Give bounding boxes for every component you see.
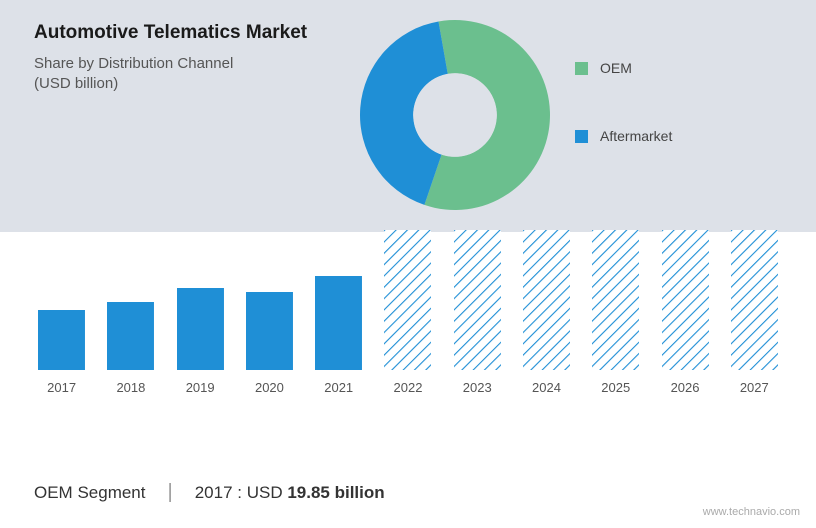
- bar-col: 2019: [173, 230, 228, 395]
- legend-item-oem: OEM: [575, 60, 672, 76]
- bar-forecast: [454, 230, 501, 370]
- bar-year-label: 2020: [255, 380, 284, 395]
- bar-forecast: [662, 230, 709, 370]
- bar-col: 2020: [242, 230, 297, 395]
- footer-year: 2017: [195, 483, 233, 502]
- bar-chart-section: 2017 2018 2019 2020 2021 2022 2023 2024 2025 2026…: [0, 232, 816, 424]
- bar-actual: [246, 292, 293, 370]
- bar-actual: [38, 310, 85, 370]
- legend-label: OEM: [600, 60, 632, 76]
- footer-value: 2017 : USD 19.85 billion: [195, 483, 385, 503]
- donut-chart: [360, 20, 550, 215]
- segment-label: OEM Segment: [34, 483, 146, 503]
- header-text: Automotive Telematics Market Share by Di…: [0, 0, 340, 232]
- bar-forecast: [523, 230, 570, 370]
- subtitle-line2: (USD billion): [34, 75, 118, 92]
- bar-year-label: 2025: [601, 380, 630, 395]
- bar-year-label: 2027: [740, 380, 769, 395]
- footer-divider: |: [168, 481, 173, 504]
- legend-swatch-oem: [575, 62, 588, 75]
- subtitle: Share by Distribution Channel (USD billi…: [34, 54, 340, 95]
- legend-item-aftermarket: Aftermarket: [575, 128, 672, 144]
- bar-forecast: [592, 230, 639, 370]
- bar-year-label: 2026: [671, 380, 700, 395]
- subtitle-line1: Share by Distribution Channel: [34, 55, 233, 72]
- bar-year-label: 2019: [186, 380, 215, 395]
- bar-year-label: 2021: [324, 380, 353, 395]
- bar-col: 2021: [311, 230, 366, 395]
- bar-year-label: 2018: [116, 380, 145, 395]
- bar-col: 2024: [519, 230, 574, 395]
- bar-year-label: 2024: [532, 380, 561, 395]
- footer-prefix: : USD: [237, 483, 287, 502]
- legend-swatch-aftermarket: [575, 130, 588, 143]
- top-section: Automotive Telematics Market Share by Di…: [0, 0, 816, 232]
- bar-col: 2023: [450, 230, 505, 395]
- bar-year-label: 2017: [47, 380, 76, 395]
- bar-col: 2025: [588, 230, 643, 395]
- legend-label: Aftermarket: [600, 128, 672, 144]
- bar-year-label: 2022: [394, 380, 423, 395]
- bar-col: 2022: [380, 230, 435, 395]
- bar-col: 2026: [657, 230, 712, 395]
- bar-forecast: [731, 230, 778, 370]
- footer-amount: 19.85 billion: [287, 483, 384, 502]
- footer: OEM Segment | 2017 : USD 19.85 billion w…: [0, 461, 816, 528]
- bar-col: 2018: [103, 230, 158, 395]
- bar-col: 2017: [34, 230, 89, 395]
- watermark: www.technavio.com: [703, 506, 800, 518]
- bar-col: 2027: [727, 230, 782, 395]
- page-title: Automotive Telematics Market: [34, 22, 340, 44]
- legend: OEM Aftermarket: [575, 60, 672, 196]
- bar-actual: [107, 302, 154, 370]
- bar-forecast: [384, 230, 431, 370]
- bar-actual: [177, 288, 224, 370]
- footer-line: OEM Segment | 2017 : USD 19.85 billion: [34, 481, 782, 504]
- bar-actual: [315, 276, 362, 370]
- bar-chart: 2017 2018 2019 2020 2021 2022 2023 2024 2025 2026…: [34, 256, 782, 424]
- bar-year-label: 2023: [463, 380, 492, 395]
